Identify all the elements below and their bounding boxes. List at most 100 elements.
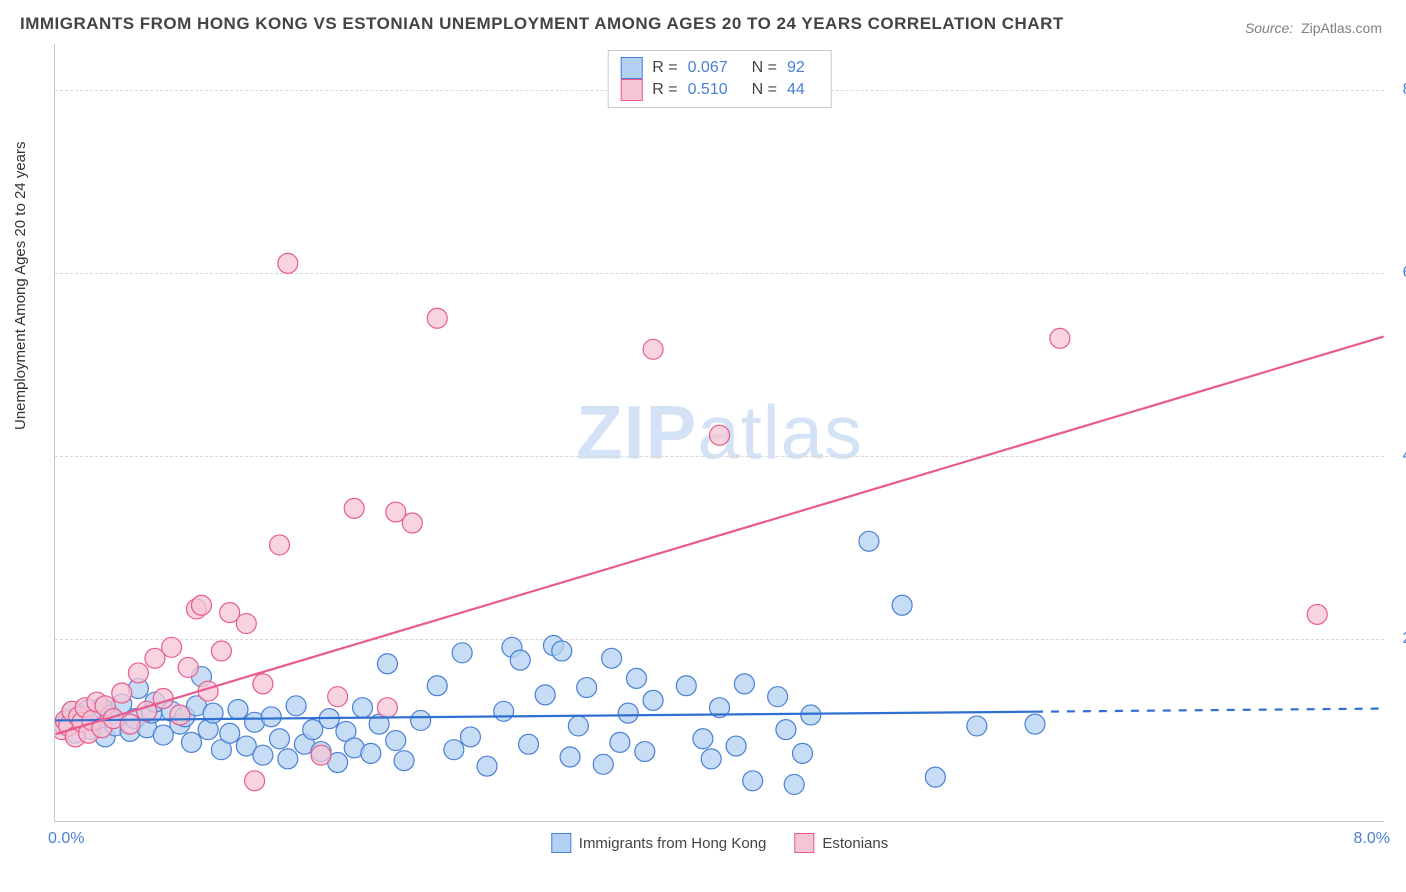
data-point bbox=[311, 745, 331, 765]
data-point bbox=[967, 716, 987, 736]
legend-stat-row: R = 0.067 N = 92 bbox=[620, 57, 819, 79]
y-tick: 60.0% bbox=[1392, 264, 1406, 282]
data-point bbox=[618, 703, 638, 723]
data-point bbox=[328, 687, 348, 707]
data-point bbox=[353, 698, 373, 718]
data-point bbox=[386, 731, 406, 751]
data-point bbox=[560, 747, 580, 767]
legend-swatch bbox=[620, 79, 642, 101]
y-axis-label: Unemployment Among Ages 20 to 24 years bbox=[12, 141, 29, 430]
data-point bbox=[128, 663, 148, 683]
chart-container: IMMIGRANTS FROM HONG KONG VS ESTONIAN UN… bbox=[0, 0, 1406, 892]
data-point bbox=[261, 707, 281, 727]
data-point bbox=[643, 690, 663, 710]
y-tick: 20.0% bbox=[1392, 630, 1406, 648]
data-point bbox=[535, 685, 555, 705]
data-point bbox=[253, 745, 273, 765]
data-point bbox=[552, 641, 572, 661]
data-point bbox=[734, 674, 754, 694]
stat-n-value: 92 bbox=[787, 59, 805, 77]
data-point bbox=[153, 689, 173, 709]
stat-r-label: R = bbox=[652, 59, 677, 77]
data-point bbox=[411, 710, 431, 730]
data-point bbox=[892, 595, 912, 615]
data-point bbox=[602, 648, 622, 668]
data-point bbox=[793, 743, 813, 763]
data-point bbox=[610, 732, 630, 752]
data-point bbox=[460, 727, 480, 747]
stat-n-label: N = bbox=[752, 81, 777, 99]
data-point bbox=[510, 650, 530, 670]
data-point bbox=[710, 425, 730, 445]
data-point bbox=[344, 498, 364, 518]
data-point bbox=[776, 720, 796, 740]
data-point bbox=[452, 643, 472, 663]
data-point bbox=[477, 756, 497, 776]
data-point bbox=[568, 716, 588, 736]
data-point bbox=[701, 749, 721, 769]
chart-title: IMMIGRANTS FROM HONG KONG VS ESTONIAN UN… bbox=[20, 14, 1064, 34]
stat-r-value: 0.510 bbox=[688, 81, 728, 99]
legend-swatch bbox=[620, 57, 642, 79]
data-point bbox=[361, 743, 381, 763]
data-point bbox=[377, 698, 397, 718]
source-value: ZipAtlas.com bbox=[1301, 20, 1382, 36]
source-attribution: Source: ZipAtlas.com bbox=[1245, 20, 1382, 36]
x-axis-ticks: 0.0% 8.0% bbox=[54, 830, 1384, 854]
data-point bbox=[377, 654, 397, 674]
data-point bbox=[191, 595, 211, 615]
data-point bbox=[427, 308, 447, 328]
data-point bbox=[801, 705, 821, 725]
data-point bbox=[278, 253, 298, 273]
data-point bbox=[236, 614, 256, 634]
data-point bbox=[228, 699, 248, 719]
data-point bbox=[286, 696, 306, 716]
x-tick-max: 8.0% bbox=[1354, 830, 1390, 848]
data-point bbox=[693, 729, 713, 749]
x-tick-min: 0.0% bbox=[48, 830, 84, 848]
data-point bbox=[394, 751, 414, 771]
legend-stats: R = 0.067 N = 92 R = 0.510 N = 44 bbox=[607, 50, 832, 108]
data-point bbox=[635, 742, 655, 762]
data-point bbox=[925, 767, 945, 787]
data-point bbox=[1050, 328, 1070, 348]
data-point bbox=[178, 657, 198, 677]
data-point bbox=[245, 771, 265, 791]
stat-r-label: R = bbox=[652, 81, 677, 99]
data-point bbox=[444, 740, 464, 760]
data-point bbox=[1307, 604, 1327, 624]
data-point bbox=[211, 641, 231, 661]
data-point bbox=[162, 637, 182, 657]
data-point bbox=[494, 701, 514, 721]
data-point bbox=[519, 734, 539, 754]
data-point bbox=[743, 771, 763, 791]
data-point bbox=[768, 687, 788, 707]
data-point bbox=[784, 774, 804, 794]
stat-n-label: N = bbox=[752, 59, 777, 77]
data-point bbox=[402, 513, 422, 533]
data-point bbox=[170, 705, 190, 725]
data-point bbox=[112, 683, 132, 703]
data-point bbox=[120, 714, 140, 734]
data-point bbox=[626, 668, 646, 688]
stat-r-value: 0.067 bbox=[688, 59, 728, 77]
trend-line-extrapolated bbox=[1035, 709, 1384, 712]
data-point bbox=[859, 531, 879, 551]
trend-line bbox=[55, 337, 1383, 735]
data-point bbox=[427, 676, 447, 696]
data-point bbox=[726, 736, 746, 756]
legend-stat-row: R = 0.510 N = 44 bbox=[620, 79, 819, 101]
y-tick: 80.0% bbox=[1392, 81, 1406, 99]
data-point bbox=[253, 674, 273, 694]
data-point bbox=[270, 535, 290, 555]
scatter-svg bbox=[55, 44, 1384, 821]
y-tick: 40.0% bbox=[1392, 447, 1406, 465]
data-point bbox=[643, 339, 663, 359]
data-point bbox=[182, 732, 202, 752]
data-point bbox=[270, 729, 290, 749]
source-label: Source: bbox=[1245, 20, 1293, 36]
data-point bbox=[1025, 714, 1045, 734]
data-point bbox=[593, 754, 613, 774]
data-point bbox=[278, 749, 298, 769]
stat-n-value: 44 bbox=[787, 81, 805, 99]
